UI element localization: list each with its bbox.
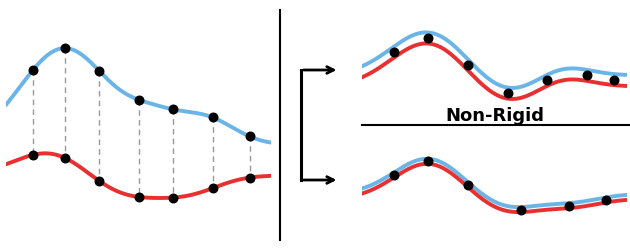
Point <box>542 78 553 82</box>
Title: Non-Rigid: Non-Rigid <box>445 107 544 125</box>
Point <box>244 134 255 138</box>
Point <box>59 46 69 50</box>
Point <box>503 91 513 95</box>
Point <box>208 116 218 119</box>
Point <box>389 50 399 54</box>
Point <box>582 74 592 78</box>
Point <box>208 186 218 190</box>
Point <box>600 198 610 202</box>
Point <box>564 204 574 208</box>
Point <box>94 179 104 183</box>
Point <box>516 208 526 212</box>
Point <box>168 196 178 200</box>
Point <box>134 98 144 102</box>
Point <box>168 107 178 111</box>
Point <box>423 159 433 163</box>
Point <box>463 183 473 187</box>
Point <box>28 68 38 72</box>
Point <box>389 173 399 177</box>
Point <box>94 68 104 72</box>
Point <box>463 63 473 67</box>
Point <box>28 153 38 157</box>
Point <box>134 195 144 199</box>
Point <box>244 176 255 180</box>
Point <box>609 78 619 82</box>
Point <box>423 36 433 40</box>
Point <box>59 156 69 160</box>
